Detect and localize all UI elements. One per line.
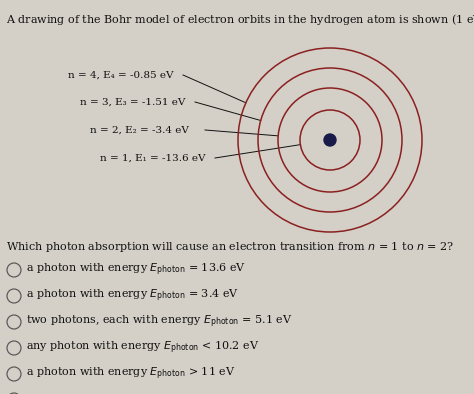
Text: a photon with energy $E_{\rm photon}$ = 3.4 eV: a photon with energy $E_{\rm photon}$ = …	[26, 288, 239, 304]
Text: n = 2, E₂ = -3.4 eV: n = 2, E₂ = -3.4 eV	[90, 126, 189, 134]
Text: two photons, each with energy $E_{\rm photon}$ = 5.1 eV: two photons, each with energy $E_{\rm ph…	[26, 314, 292, 330]
Text: any photon with energy $E_{\rm photon}$ < 10.2 eV: any photon with energy $E_{\rm photon}$ …	[26, 340, 259, 356]
Circle shape	[324, 134, 336, 146]
Text: n = 3, E₃ = -1.51 eV: n = 3, E₃ = -1.51 eV	[80, 97, 185, 106]
Text: a photon with energy $E_{\rm photon}$ = 13.6 eV: a photon with energy $E_{\rm photon}$ = …	[26, 262, 246, 278]
Text: n = 4, E₄ = -0.85 eV: n = 4, E₄ = -0.85 eV	[68, 71, 173, 80]
Text: Which photon absorption will cause an electron transition from $n$ = 1 to $n$ = : Which photon absorption will cause an el…	[6, 240, 454, 254]
Text: A drawing of the Bohr model of electron orbits in the hydrogen atom is shown (1 : A drawing of the Bohr model of electron …	[6, 10, 474, 29]
Text: a photon with energy $E_{\rm photon}$ > 11 eV: a photon with energy $E_{\rm photon}$ > …	[26, 366, 236, 382]
Text: n = 1, E₁ = -13.6 eV: n = 1, E₁ = -13.6 eV	[100, 154, 206, 162]
